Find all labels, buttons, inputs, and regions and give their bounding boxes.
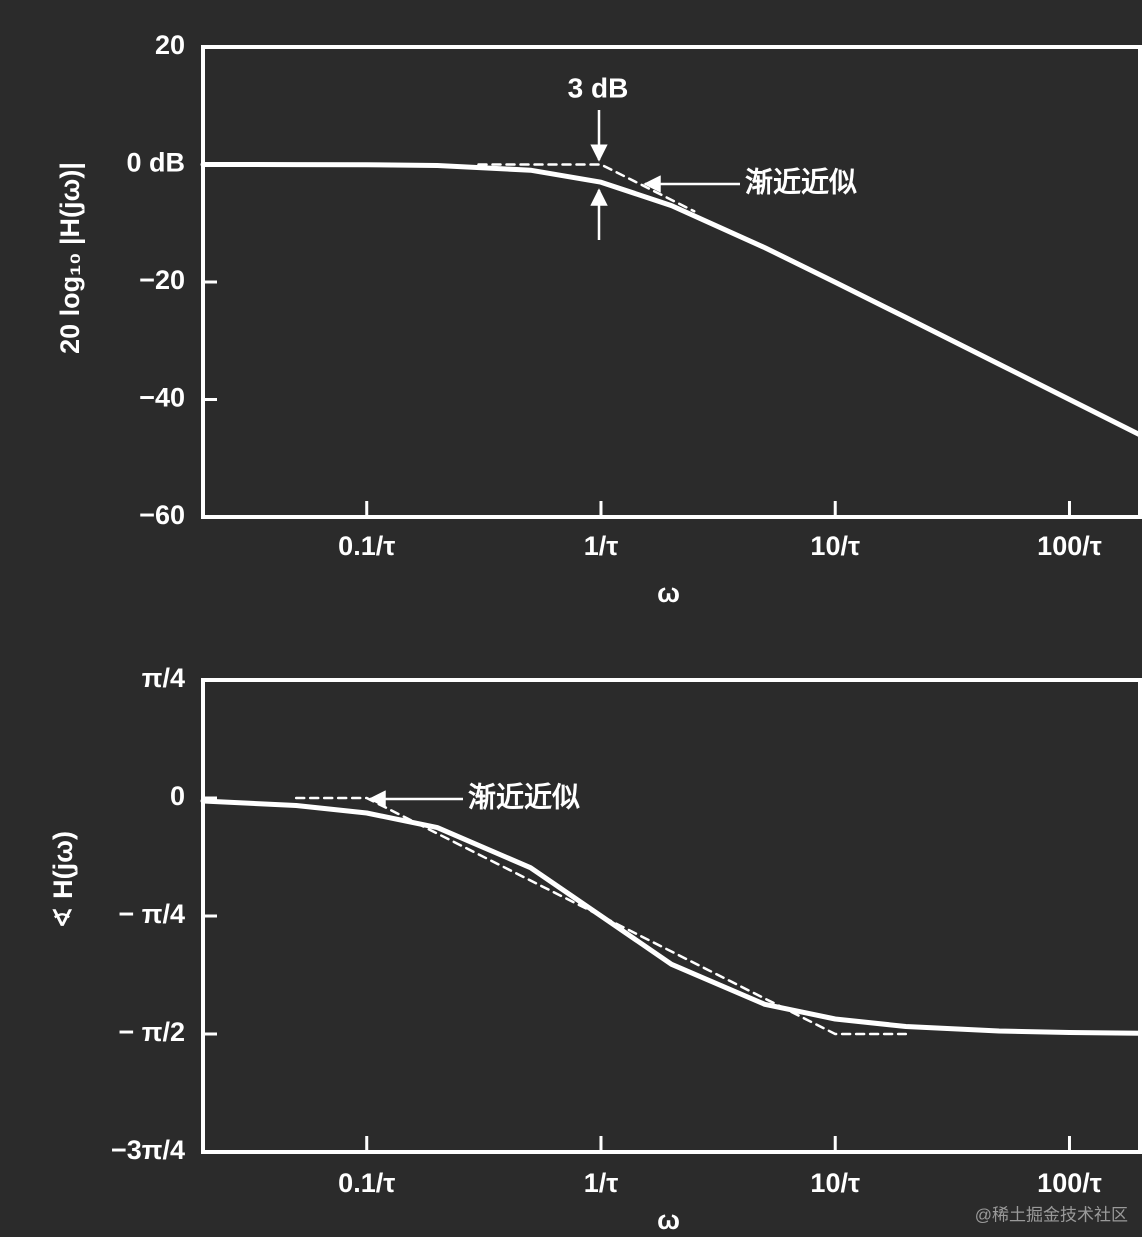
plot-frame	[201, 678, 1142, 1154]
annotation: 渐近近似	[745, 166, 857, 197]
x-tick-label: 1/τ	[584, 1168, 619, 1198]
x-tick-label: 1/τ	[584, 531, 619, 561]
watermark: @稀土掘金技术社区	[975, 1205, 1128, 1224]
asymptote-line	[477, 163, 696, 213]
y-tick-label: 20	[155, 30, 185, 60]
x-tick-label: 10/τ	[810, 531, 860, 561]
y-tick-label: −40	[139, 383, 185, 413]
y-tick-label: −20	[139, 265, 185, 295]
x-tick-label: 100/τ	[1037, 1168, 1102, 1198]
x-axis-label: ω	[657, 578, 680, 608]
response-curve	[200, 798, 1142, 1036]
x-tick-label: 0.1/τ	[338, 1168, 395, 1198]
asymptote-line	[294, 796, 908, 1036]
y-tick-label: − π/2	[119, 1017, 185, 1047]
y-axis-label: 20 log₁₀ |H(jω)|	[55, 162, 85, 354]
y-axis-label: ∢ H(jω)	[48, 831, 78, 929]
y-tick-label: −60	[139, 500, 185, 530]
plot-frame	[201, 45, 1142, 519]
y-tick-label: − π/4	[119, 899, 185, 929]
x-tick-label: 100/τ	[1037, 531, 1102, 561]
annotation: 3 dB	[568, 72, 629, 103]
x-tick-label: 10/τ	[810, 1168, 860, 1198]
y-tick-label: π/4	[142, 663, 185, 693]
y-tick-label: 0 dB	[126, 148, 185, 178]
x-tick-label: 0.1/τ	[338, 531, 395, 561]
y-tick-label: 0	[170, 781, 185, 811]
annotation: 渐近近似	[468, 781, 580, 812]
x-axis-label: ω	[657, 1205, 680, 1232]
response-curve	[200, 162, 1142, 438]
y-tick-label: −3π/4	[111, 1135, 185, 1165]
